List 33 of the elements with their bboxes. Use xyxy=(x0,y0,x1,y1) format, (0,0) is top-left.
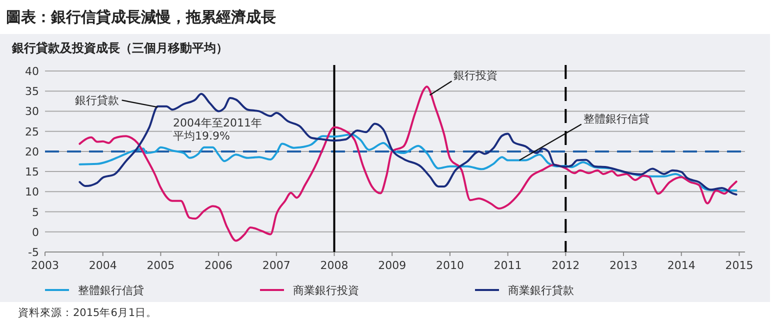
x-tick-label: 2006 xyxy=(204,259,233,272)
y-tick-label: 20 xyxy=(25,145,39,158)
x-tick-label: 2011 xyxy=(494,259,522,272)
y-tick-label: 40 xyxy=(25,65,39,78)
source-note: 資料來源：2015年6月1日。 xyxy=(18,306,158,319)
y-tick-label: 0 xyxy=(32,226,39,239)
annotation: 整體銀行信貸 xyxy=(583,112,650,126)
x-tick-label: 2005 xyxy=(146,259,175,272)
legend-label: 整體銀行信貸 xyxy=(78,284,144,297)
legend-label: 商業銀行投資 xyxy=(293,284,359,297)
legend-label: 商業銀行貸款 xyxy=(508,284,574,297)
x-tick-label: 2004 xyxy=(88,259,117,272)
y-tick-label: -5 xyxy=(28,246,39,259)
x-tick-label: 2013 xyxy=(610,259,638,272)
x-tick-label: 2008 xyxy=(320,259,348,272)
x-tick-label: 2009 xyxy=(378,259,406,272)
x-tick-label: 2012 xyxy=(552,259,580,272)
ref-line-label: 2004年至2011年平均19.9% xyxy=(173,116,262,142)
y-tick-label: 10 xyxy=(25,186,39,199)
x-tick-label: 2014 xyxy=(667,259,696,272)
y-tick-label: 35 xyxy=(25,85,39,98)
x-tick-label: 2010 xyxy=(436,259,464,272)
x-tick-label: 2015 xyxy=(725,259,754,272)
annotation: 銀行投資 xyxy=(454,69,498,82)
y-tick-label: 15 xyxy=(25,166,39,179)
x-tick-label: 2003 xyxy=(31,259,59,272)
y-tick-label: 30 xyxy=(25,105,39,118)
annotation: 銀行貸款 xyxy=(74,94,119,108)
chart-title: 圖表：銀行信貸成長減慢，拖累經濟成長 xyxy=(6,8,276,26)
y-tick-label: 5 xyxy=(32,206,39,219)
chart-subtitle: 銀行貸款及投資成長（三個月移動平均） xyxy=(11,41,228,55)
y-tick-label: 25 xyxy=(25,125,39,138)
x-tick-label: 2007 xyxy=(262,259,290,272)
